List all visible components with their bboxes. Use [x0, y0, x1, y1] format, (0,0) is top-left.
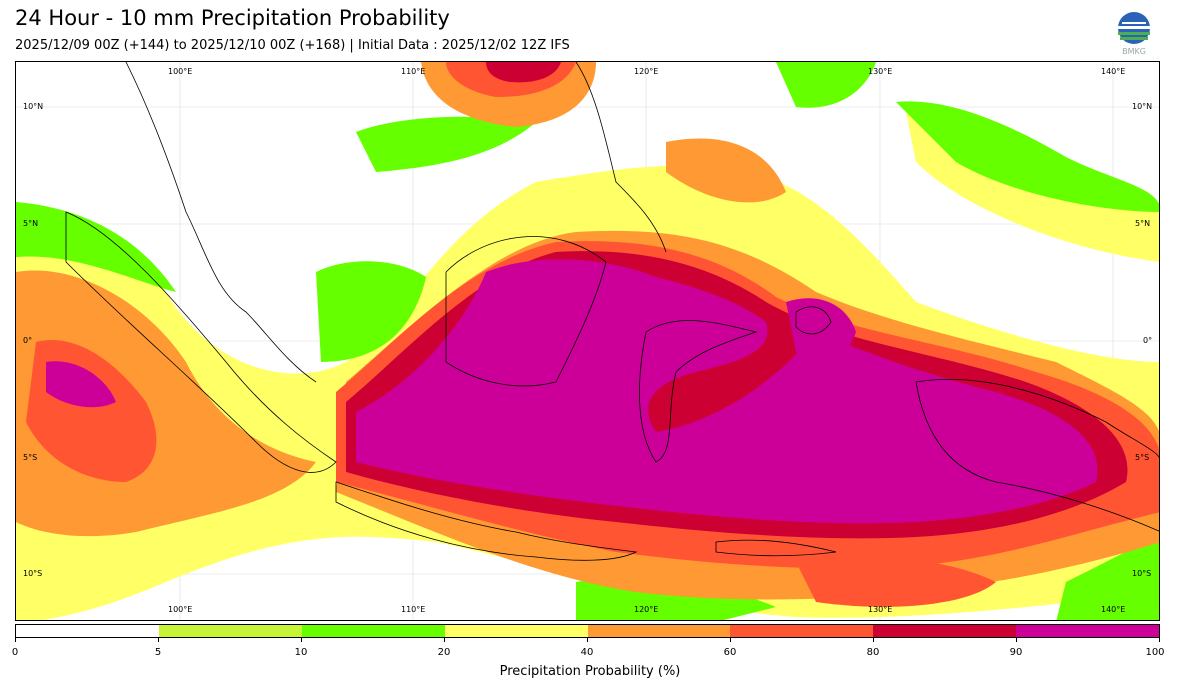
colorbar-tick-mark	[730, 638, 731, 642]
colorbar-tick-mark	[873, 638, 874, 642]
lon-label-bottom: 100°E	[168, 605, 193, 614]
colorbar-bin	[587, 625, 731, 637]
colorbar-tick-mark	[1159, 638, 1160, 642]
philippines-coast	[575, 62, 667, 253]
sulawesi-coast	[639, 320, 758, 463]
lat-label-right: 0°	[1143, 336, 1153, 345]
colorbar-tick-label: 80	[866, 647, 880, 658]
lat-label-left: 10°N	[23, 102, 44, 111]
lon-label-bottom: 110°E	[401, 605, 426, 614]
lon-label-bottom: 130°E	[868, 605, 893, 614]
colorbar-bin	[16, 625, 159, 637]
colorbar-tick-label: 0	[11, 647, 19, 658]
sumatra-coast	[65, 211, 337, 473]
coastlines	[65, 62, 1159, 561]
lat-label-right: 10°S	[1132, 569, 1152, 578]
precip-magenta-layer	[46, 259, 1098, 524]
logo-text: BMKG	[1122, 47, 1146, 56]
colorbar-tick-label: 5	[154, 647, 162, 658]
lon-label-top: 100°E	[168, 67, 193, 76]
colorbar-bin	[873, 625, 1017, 637]
colorbar-tick-mark	[444, 638, 445, 642]
colorbar-bin	[1016, 625, 1159, 637]
precip-green-layer	[16, 62, 1159, 620]
map-svg	[16, 62, 1159, 620]
colorbar-tick-label: 60	[723, 647, 737, 658]
lesser-sunda-coast	[715, 539, 837, 557]
colorbar-tick-mark	[301, 638, 302, 642]
colorbar-tick-label: 40	[580, 647, 594, 658]
page-title: 24 Hour - 10 mm Precipitation Probabilit…	[15, 6, 450, 30]
lat-label-right: 5°S	[1135, 453, 1150, 462]
colorbar-tick-label: 90	[1009, 647, 1023, 658]
new-guinea-coast	[915, 379, 1159, 532]
malay-peninsula-coast	[125, 62, 317, 383]
colorbar-tick-label: 10	[294, 647, 308, 658]
bmkg-logo: BMKG	[1112, 10, 1156, 58]
colorbar-bin	[444, 625, 588, 637]
lat-label-left: 5°N	[23, 219, 39, 228]
colorbar-tick-mark	[158, 638, 159, 642]
lat-label-right: 5°N	[1135, 219, 1151, 228]
colorbar-tick-label: 20	[437, 647, 451, 658]
borneo-coast	[445, 236, 607, 387]
colorbar-tick-mark	[15, 638, 16, 642]
colorbar-bin	[158, 625, 302, 637]
lon-label-top: 120°E	[634, 67, 659, 76]
lon-label-top: 110°E	[401, 67, 426, 76]
colorbar-tick-mark	[587, 638, 588, 642]
java-coast	[335, 481, 638, 561]
colorbar-tick-mark	[1016, 638, 1017, 642]
halmahera-coast	[795, 306, 832, 335]
bmkg-logo-icon: BMKG	[1118, 12, 1150, 56]
page-subtitle: 2025/12/09 00Z (+144) to 2025/12/10 00Z …	[15, 38, 570, 53]
colorbar-bin	[730, 625, 874, 637]
colorbar-bin	[301, 625, 445, 637]
colorbar	[15, 624, 1160, 638]
lat-label-right: 10°N	[1132, 102, 1153, 111]
precipitation-map[interactable]: 100°E 110°E 120°E 130°E 140°E 100°E 110°…	[15, 61, 1160, 621]
colorbar-tick-label: 100	[1145, 647, 1165, 658]
lon-label-bottom: 120°E	[634, 605, 659, 614]
lon-label-top: 140°E	[1101, 67, 1126, 76]
lat-label-left: 10°S	[23, 569, 43, 578]
lon-label-bottom: 140°E	[1101, 605, 1126, 614]
lat-label-left: 5°S	[23, 453, 38, 462]
lon-label-top: 130°E	[868, 67, 893, 76]
colorbar-label: Precipitation Probability (%)	[499, 664, 681, 679]
lat-label-left: 0°	[23, 336, 33, 345]
